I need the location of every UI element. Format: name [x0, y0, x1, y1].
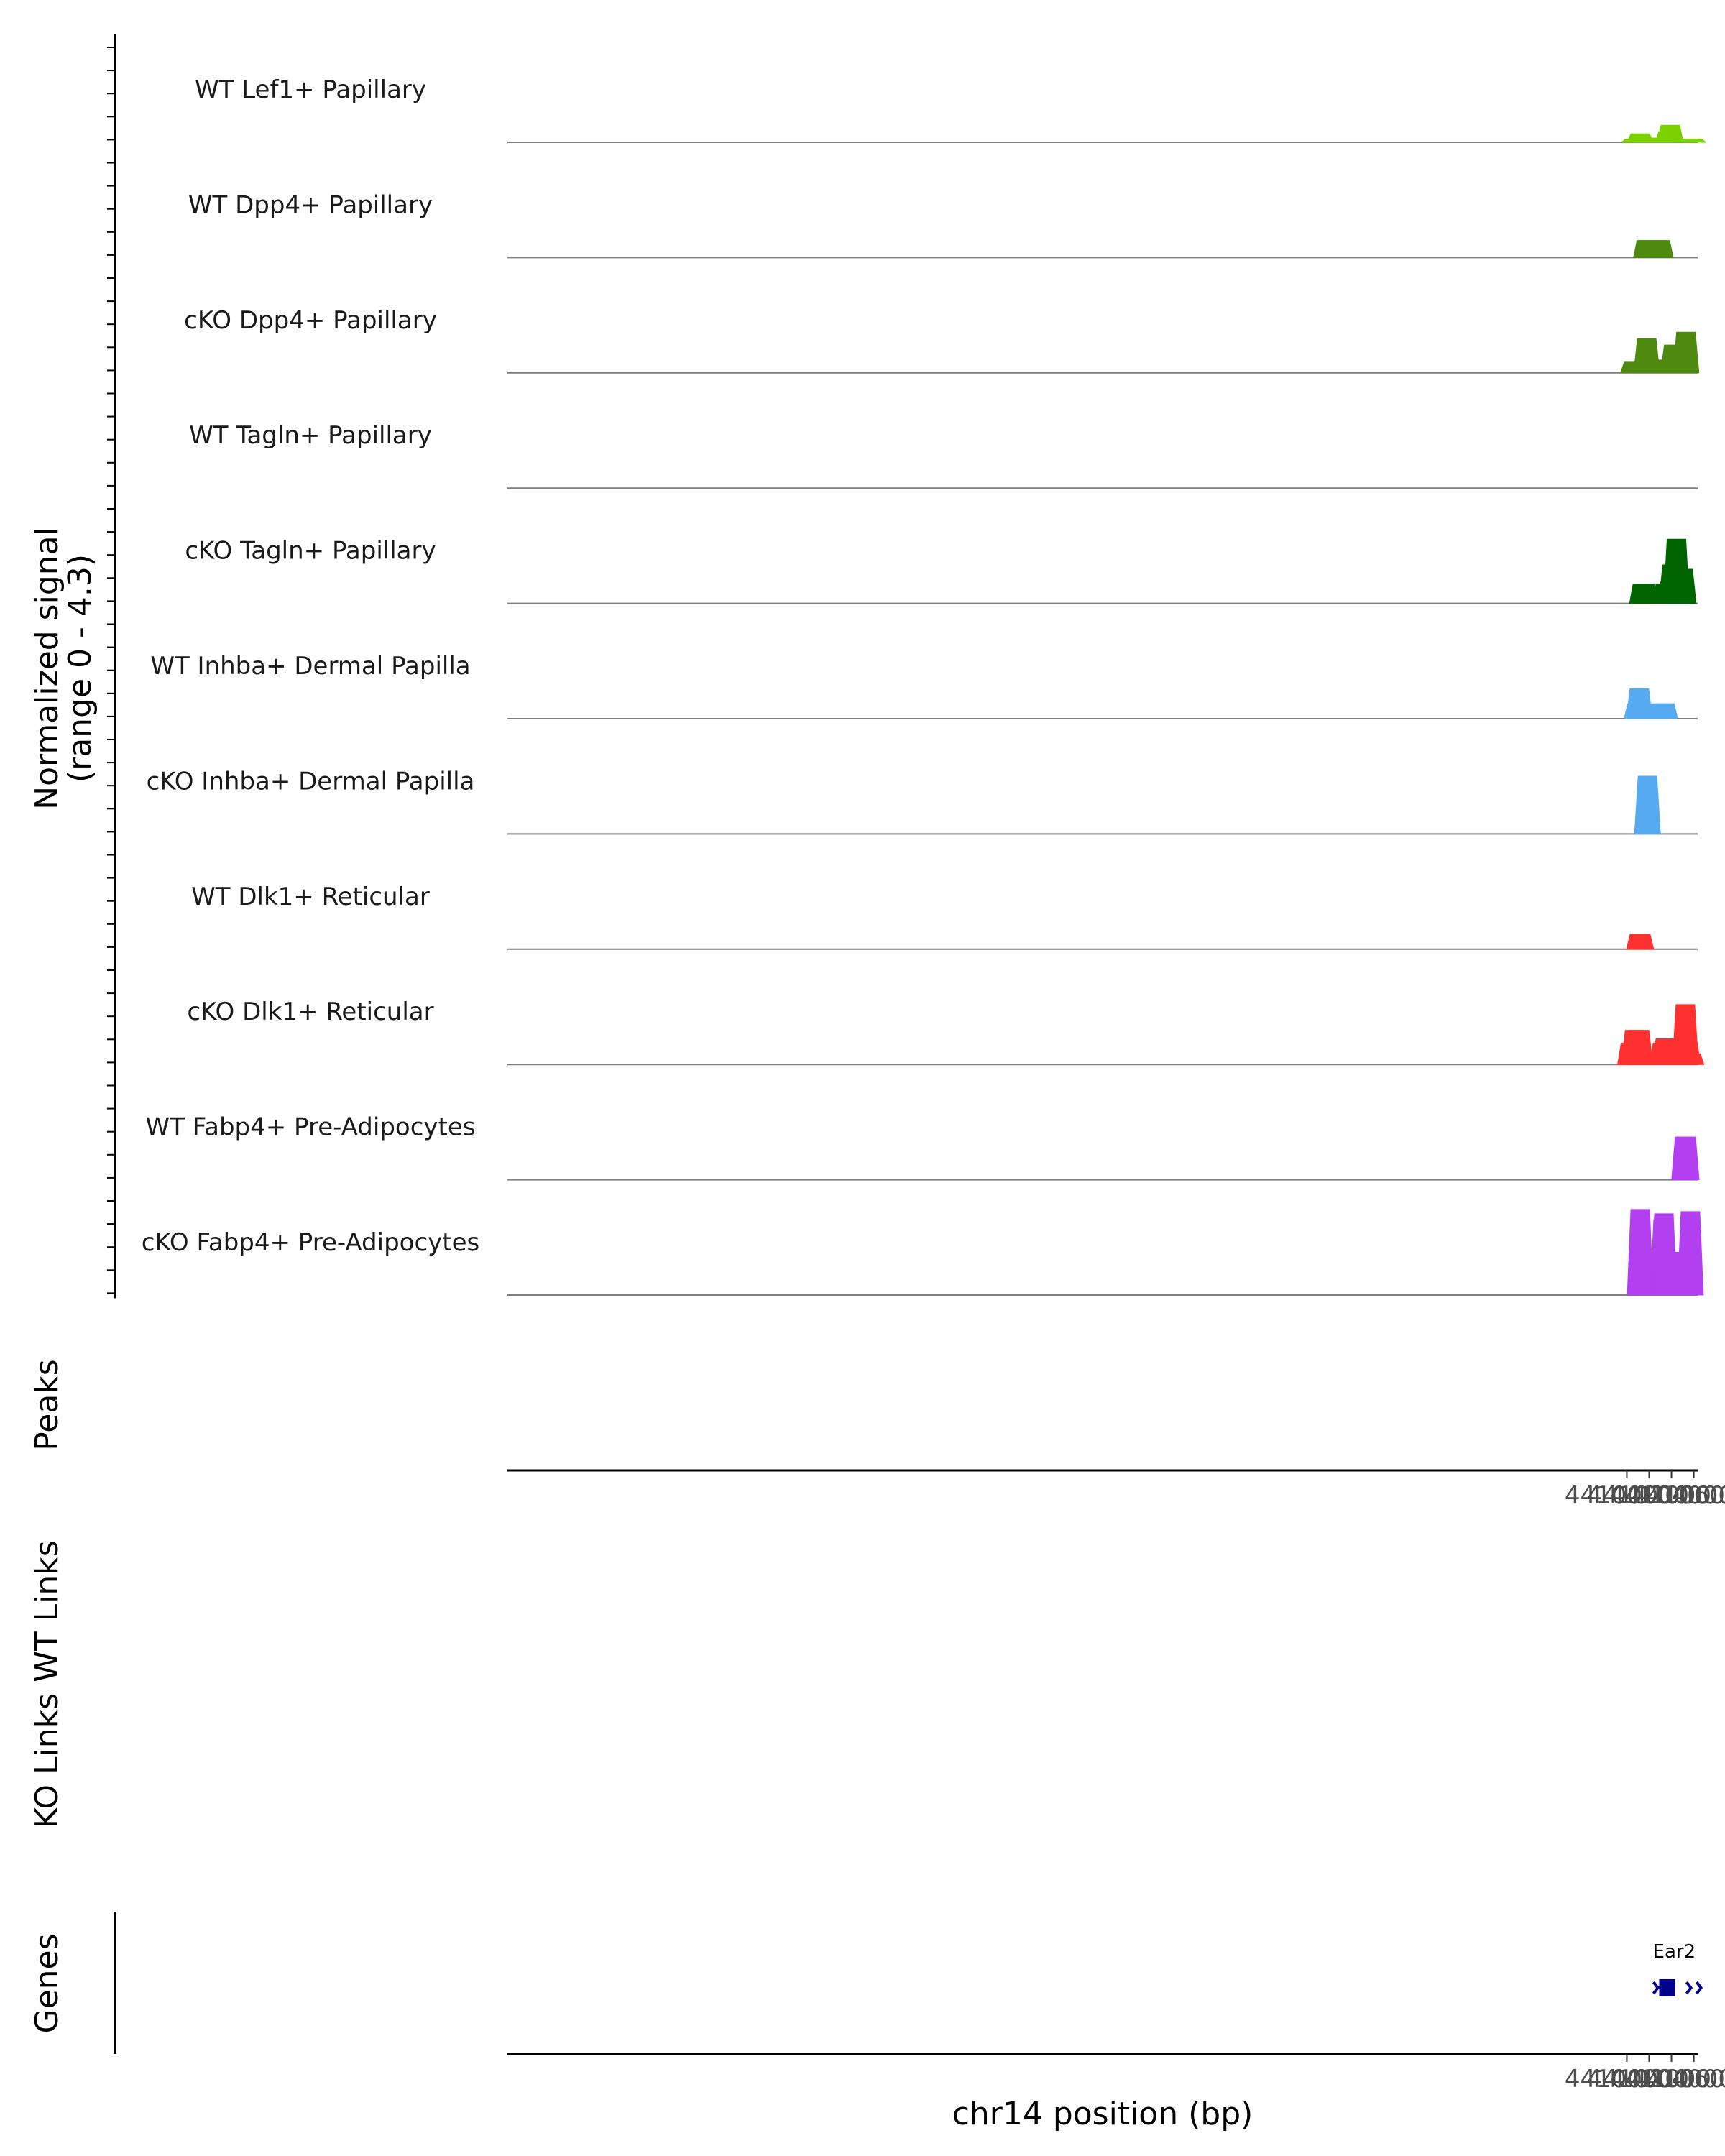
- track-cko-fabp4-pre-adipocytes: cKO Fabp4+ Pre-Adipocytes: [142, 1209, 1704, 1296]
- x-tick-label: 44106000: [1632, 1481, 1725, 1510]
- track-wt-inhba-dermal-papilla: WT Inhba+ Dermal Papilla: [150, 652, 1698, 719]
- coverage-tracks: WT Lef1+ Papillary WT Dpp4+ Papillary cKO …: [142, 75, 1707, 1296]
- gene-cds: [1659, 1979, 1667, 1996]
- gene-track: Ear2: [1652, 1941, 1703, 1996]
- coverage-bar: [1677, 1211, 1704, 1296]
- coverage-bar: [1634, 775, 1661, 834]
- y-axis-title: Normalized signal: [29, 527, 65, 810]
- ko-links-panel-label: KO Links: [29, 1693, 65, 1828]
- track-label: WT Fabp4+ Pre-Adipocytes: [146, 1113, 476, 1142]
- track-cko-tagln-papillary: cKO Tagln+ Papillary: [185, 537, 1698, 604]
- x-tick-label: 44106000: [1632, 2065, 1725, 2093]
- track-wt-fabp4-pre-adipocytes: WT Fabp4+ Pre-Adipocytes: [146, 1113, 1700, 1181]
- track-label: WT Inhba+ Dermal Papilla: [150, 652, 470, 681]
- track-cko-inhba-dermal-papilla: cKO Inhba+ Dermal Papilla: [147, 767, 1698, 835]
- coverage-bar: [1651, 703, 1678, 719]
- track-label: cKO Dpp4+ Papillary: [184, 306, 437, 335]
- coverage-bar: [1678, 1053, 1705, 1065]
- peaks-panel-label: Peaks: [29, 1359, 65, 1450]
- track-wt-tagln-papillary: WT Tagln+ Papillary: [189, 421, 1698, 489]
- x-tick-label: 44102000: [1587, 2065, 1711, 2093]
- wt-links-panel-label: WT Links: [29, 1540, 65, 1682]
- y-axis-range-label: (range 0 - 4.3): [62, 554, 98, 783]
- coverage-bar: [1627, 934, 1655, 950]
- signal-y-axis: [107, 34, 116, 1299]
- coverage-bar: [1678, 139, 1707, 143]
- track-cko-dlk1-reticular: cKO Dlk1+ Reticular: [187, 998, 1705, 1066]
- strand-arrow-icon: [1685, 1981, 1693, 1995]
- strand-arrow-icon: [1695, 1981, 1703, 1995]
- track-label: cKO Fabp4+ Pre-Adipocytes: [142, 1228, 480, 1257]
- coverage-bar: [1673, 331, 1700, 374]
- x-tick-label: 44104000: [1609, 1481, 1725, 1510]
- track-label: cKO Dlk1+ Reticular: [187, 998, 433, 1026]
- genes-x-axis-ticks: 44100000441020004410400044106000: [1565, 2054, 1725, 2093]
- x-tick-label: 44100000: [1565, 2065, 1689, 2093]
- coverage-bar: [1670, 568, 1697, 604]
- track-label: WT Dpp4+ Papillary: [188, 190, 433, 219]
- track-label: WT Dlk1+ Reticular: [191, 883, 430, 911]
- track-wt-dlk1-reticular: WT Dlk1+ Reticular: [191, 883, 1698, 950]
- strand-arrow-icon: [1652, 1981, 1660, 1995]
- x-axis-title: chr14 position (bp): [952, 2096, 1254, 2132]
- track-label: WT Lef1+ Papillary: [195, 75, 426, 104]
- coverage-bar: [1673, 1136, 1700, 1181]
- x-tick-label: 44102000: [1587, 1481, 1711, 1510]
- peaks-x-axis-ticks: 44100000441020004410400044106000: [1565, 1470, 1725, 1510]
- track-wt-dpp4-papillary: WT Dpp4+ Papillary: [188, 190, 1698, 259]
- track-label: cKO Tagln+ Papillary: [185, 537, 436, 566]
- gene-ear2: Ear2: [1652, 1941, 1703, 1996]
- coverage-bar: [1647, 240, 1674, 258]
- track-label: WT Tagln+ Papillary: [189, 421, 432, 450]
- x-tick-label: 44104000: [1609, 2065, 1725, 2093]
- genes-panel-label: Genes: [29, 1933, 65, 2033]
- track-cko-dpp4-papillary: cKO Dpp4+ Papillary: [184, 306, 1700, 374]
- track-wt-lef1-papillary: WT Lef1+ Papillary: [195, 75, 1707, 143]
- gene-name-label: Ear2: [1653, 1941, 1696, 1963]
- track-label: cKO Inhba+ Dermal Papilla: [147, 767, 475, 796]
- coverage-bar: [1631, 584, 1658, 604]
- x-tick-label: 44100000: [1565, 1481, 1689, 1510]
